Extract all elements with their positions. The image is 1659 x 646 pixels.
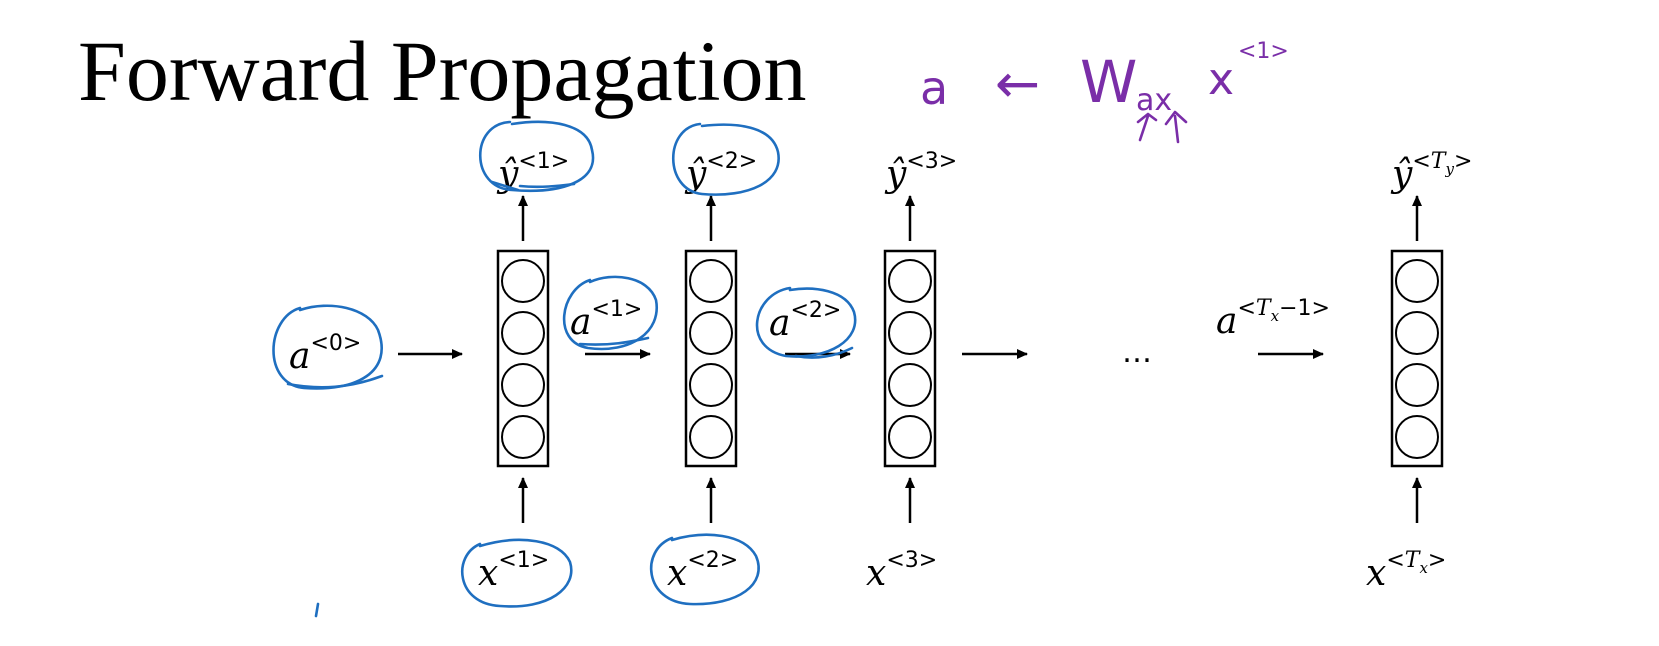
label-y2: ŷ<2>: [684, 149, 757, 195]
neuron: [888, 311, 932, 355]
neuron: [1395, 311, 1439, 355]
neuron: [1395, 415, 1439, 459]
handwritten-annotation: a ← W ax x <1>: [920, 39, 1289, 144]
annotation-x-sup: <1>: [1238, 39, 1289, 64]
neuron: [888, 363, 932, 407]
label-x2: x<2>: [667, 548, 738, 594]
neuron: [888, 415, 932, 459]
ink-circle-y1: [479, 120, 595, 192]
label-a2: a<2>: [769, 298, 841, 344]
rnn-cells: [496, 249, 1444, 468]
label-y-ty: ŷ<Ty>: [1390, 149, 1472, 195]
ink-underline-y1b: [518, 182, 576, 189]
neuron: [501, 311, 545, 355]
ink-circle-y2: [671, 122, 780, 196]
ink-underline-a2: [794, 346, 854, 359]
annotation-x: x: [1208, 54, 1234, 105]
label-a1: a<1>: [570, 297, 642, 343]
vertical-arrows: [518, 195, 1422, 523]
neuron: [689, 363, 733, 407]
label-x-tx: x<Tx>: [1366, 548, 1446, 594]
handwritten-circles: [272, 120, 857, 618]
ink-circle-a0: [272, 304, 383, 390]
annotation-pointer-2: [1164, 110, 1188, 144]
rnn-cell: [684, 249, 738, 468]
neuron: [888, 259, 932, 303]
ellipsis: …: [1122, 335, 1152, 370]
neuron: [1395, 363, 1439, 407]
annotation-arrow: ←: [995, 52, 1040, 115]
label-y3: ŷ<3>: [884, 149, 957, 195]
neuron: [501, 363, 545, 407]
ink-underline-y1: [490, 180, 520, 192]
ink-circle-x2: [649, 533, 760, 606]
annotation-a: a: [920, 61, 948, 115]
neuron: [689, 311, 733, 355]
rnn-cell: [496, 249, 550, 468]
label-a0: a<0>: [289, 331, 361, 377]
ink-underline-a0: [286, 374, 384, 389]
neuron: [689, 259, 733, 303]
annotation-w-sub: ax: [1136, 83, 1172, 118]
annotation-w: W: [1080, 48, 1137, 116]
neuron: [501, 415, 545, 459]
neuron: [501, 259, 545, 303]
neuron: [1395, 259, 1439, 303]
label-a-tx-minus-1: a<Tx−1>: [1216, 296, 1330, 342]
rnn-cell: [883, 249, 937, 468]
label-x3: x<3>: [866, 548, 937, 594]
annotation-pointer-1: [1136, 112, 1158, 142]
rnn-cell: [1390, 249, 1444, 468]
neuron: [689, 415, 733, 459]
ink-circle-x1: [460, 538, 573, 608]
ink-underline-a1: [578, 336, 650, 346]
label-x1: x<1>: [478, 548, 549, 594]
page-title: Forward Propagation: [78, 23, 807, 119]
ink-stray-mark: [314, 602, 320, 618]
ink-circle-a2: [755, 286, 857, 358]
